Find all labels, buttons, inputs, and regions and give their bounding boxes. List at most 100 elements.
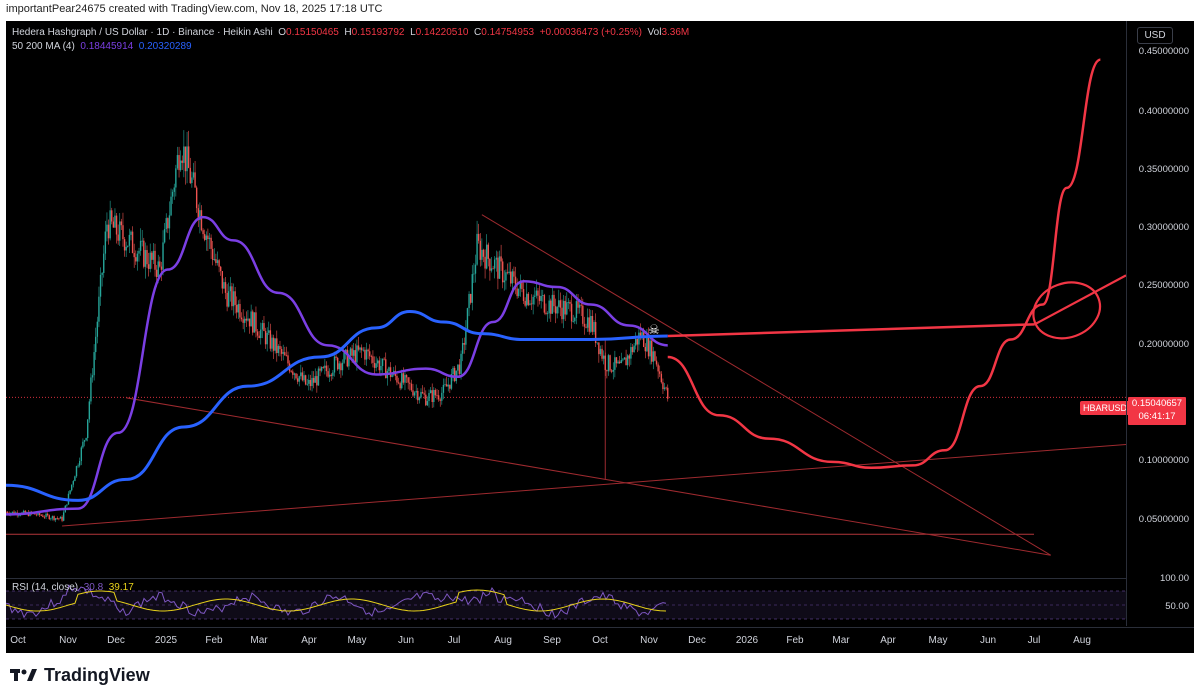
rsi-pane[interactable]: RSI (14, close) 30.8 39.17 bbox=[6, 578, 1126, 627]
candle-body bbox=[95, 336, 97, 353]
candle-body bbox=[155, 269, 158, 277]
price-plot bbox=[6, 58, 1126, 556]
candle-body bbox=[391, 374, 393, 377]
candle-body bbox=[367, 349, 369, 352]
candle-body bbox=[66, 504, 68, 506]
candle-body bbox=[40, 515, 42, 516]
candle-body bbox=[583, 323, 586, 327]
candle-body bbox=[594, 322, 597, 344]
candle-body bbox=[634, 338, 637, 346]
candle-body bbox=[492, 268, 494, 270]
candle-body bbox=[317, 368, 320, 386]
chart-area[interactable]: Hedera Hashgraph / US Dollar · 1D · Bina… bbox=[6, 21, 1194, 653]
candle-body bbox=[266, 332, 268, 345]
candle-body bbox=[112, 221, 115, 228]
candle-body bbox=[311, 377, 313, 387]
candle-body bbox=[420, 391, 422, 398]
candle-body bbox=[285, 355, 288, 357]
price-pane[interactable]: Hedera Hashgraph / US Dollar · 1D · Bina… bbox=[6, 21, 1131, 577]
candle-body bbox=[200, 210, 203, 231]
candle-body bbox=[402, 373, 405, 383]
candle-body bbox=[336, 357, 339, 370]
candle-body bbox=[410, 383, 413, 391]
candle-body bbox=[101, 272, 103, 275]
candle-body bbox=[439, 399, 441, 401]
candle-body bbox=[79, 460, 81, 466]
candle-body bbox=[309, 379, 312, 387]
y-tick: 0.45000000 bbox=[1138, 46, 1189, 57]
time-axis[interactable]: Oct Nov Dec 2025 Feb Mar Apr May Jun Jul… bbox=[6, 627, 1194, 654]
candle-body bbox=[144, 250, 147, 267]
candle-body bbox=[562, 300, 565, 320]
candle-body bbox=[663, 387, 666, 390]
x-tick: Aug bbox=[494, 635, 512, 646]
trendline-wedge-top bbox=[481, 214, 1051, 556]
candle-body bbox=[649, 340, 651, 357]
x-tick: Mar bbox=[832, 635, 850, 646]
low-value: 0.14220510 bbox=[415, 27, 469, 38]
candle-body bbox=[58, 518, 60, 520]
currency-button[interactable]: USD bbox=[1137, 27, 1173, 44]
candle-body bbox=[128, 234, 131, 246]
candle-body bbox=[574, 317, 576, 322]
candle-body bbox=[506, 272, 509, 274]
candle-body bbox=[405, 375, 408, 378]
candle-body bbox=[120, 221, 123, 226]
candle-body bbox=[465, 329, 467, 345]
candle-body bbox=[119, 221, 121, 241]
candle-body bbox=[631, 347, 634, 353]
candle-body bbox=[61, 516, 63, 521]
candle-body bbox=[493, 259, 496, 269]
skull-icon: ☠ bbox=[648, 322, 660, 337]
tradingview-brand: TradingView bbox=[44, 664, 150, 685]
candle-body bbox=[159, 261, 161, 267]
candle-body bbox=[373, 362, 376, 368]
candle-body bbox=[301, 372, 304, 381]
candle-body bbox=[202, 230, 204, 235]
candle-body bbox=[639, 332, 642, 337]
candle-body bbox=[247, 318, 249, 321]
candle-body bbox=[623, 357, 626, 360]
candle-body bbox=[421, 391, 424, 394]
y-tick: 0.05000000 bbox=[1138, 514, 1189, 525]
candle-body bbox=[274, 338, 276, 351]
candle-body bbox=[431, 390, 433, 403]
candle-body bbox=[179, 160, 182, 171]
candle-body bbox=[359, 347, 361, 350]
price-axis[interactable]: 0.45000000 0.40000000 0.35000000 0.30000… bbox=[1126, 21, 1195, 626]
candle-body bbox=[471, 274, 473, 303]
change-value: +0.00036473 (+0.25%) bbox=[539, 27, 642, 38]
candle-body bbox=[99, 274, 102, 297]
candle-body bbox=[628, 355, 630, 359]
candle-body bbox=[602, 355, 605, 359]
candle-body bbox=[343, 352, 345, 363]
candle-body bbox=[553, 294, 555, 307]
candle-body bbox=[397, 382, 400, 384]
candle-body bbox=[48, 515, 50, 520]
candle-body bbox=[524, 300, 526, 306]
candle-body bbox=[149, 252, 151, 269]
candle-body bbox=[50, 518, 52, 520]
candle-body bbox=[284, 352, 286, 356]
rsi-label: RSI (14, close) bbox=[12, 582, 79, 593]
candle-body bbox=[610, 370, 613, 372]
candle-body bbox=[223, 282, 225, 289]
close-value: 0.14754953 bbox=[481, 27, 535, 38]
tradingview-footer: TradingView bbox=[10, 663, 150, 687]
candle-body bbox=[96, 321, 99, 337]
candle-body bbox=[72, 481, 74, 485]
projection-curve bbox=[667, 58, 1101, 470]
candle-body bbox=[598, 342, 600, 355]
candle-body bbox=[314, 376, 316, 383]
candle-body bbox=[601, 348, 603, 359]
candle-body bbox=[237, 304, 240, 313]
candle-body bbox=[526, 293, 528, 306]
candle-body bbox=[638, 332, 640, 345]
candle-body bbox=[614, 357, 616, 370]
candle-body bbox=[248, 318, 251, 327]
candle-body bbox=[316, 376, 318, 386]
candle-body bbox=[268, 330, 270, 333]
x-tick: 2026 bbox=[735, 635, 759, 646]
candle-body bbox=[45, 513, 47, 518]
candle-body bbox=[626, 355, 629, 366]
